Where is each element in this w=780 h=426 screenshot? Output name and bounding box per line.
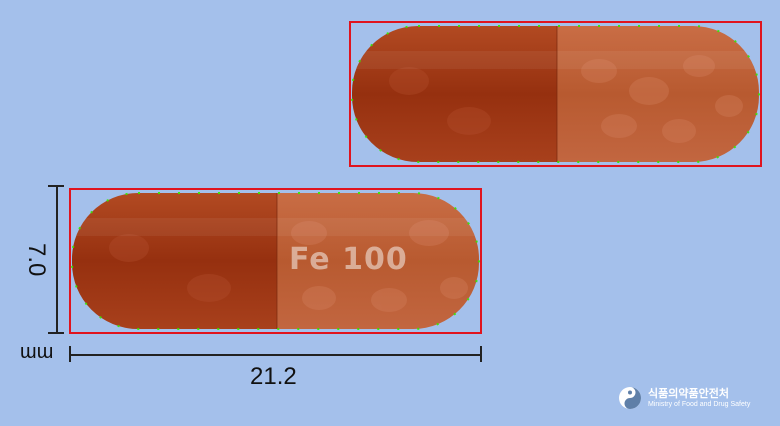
capsule-bottom-image xyxy=(71,192,480,330)
logo-english-text: Ministry of Food and Drug Safety xyxy=(648,401,751,408)
logo-korean-text: 식품의약품안전처 xyxy=(648,387,729,400)
capsule-bottom: Fe 100 xyxy=(69,188,482,334)
width-dimension-tick-top xyxy=(48,185,64,187)
length-dimension-tick-left xyxy=(69,346,71,362)
width-dimension-tick-bottom xyxy=(48,332,64,334)
mfds-emblem-icon xyxy=(619,387,641,409)
width-dimension-value: 7.0 xyxy=(23,243,50,277)
length-dimension-tick-right xyxy=(480,346,482,362)
capsule-bottom-bbox xyxy=(69,188,482,334)
width-dimension-line xyxy=(56,185,58,333)
capsule-top-image xyxy=(351,25,760,163)
length-dimension-value: 21.2 xyxy=(250,363,297,390)
capsule-imprint: Fe 100 xyxy=(289,242,408,277)
length-dimension-line xyxy=(69,354,481,356)
capsule-top-bbox xyxy=(349,21,762,167)
unit-label: mm xyxy=(20,342,54,364)
mfds-logo: 식품의약품안전처 Ministry of Food and Drug Safet… xyxy=(618,386,750,410)
capsule-top xyxy=(349,21,762,167)
